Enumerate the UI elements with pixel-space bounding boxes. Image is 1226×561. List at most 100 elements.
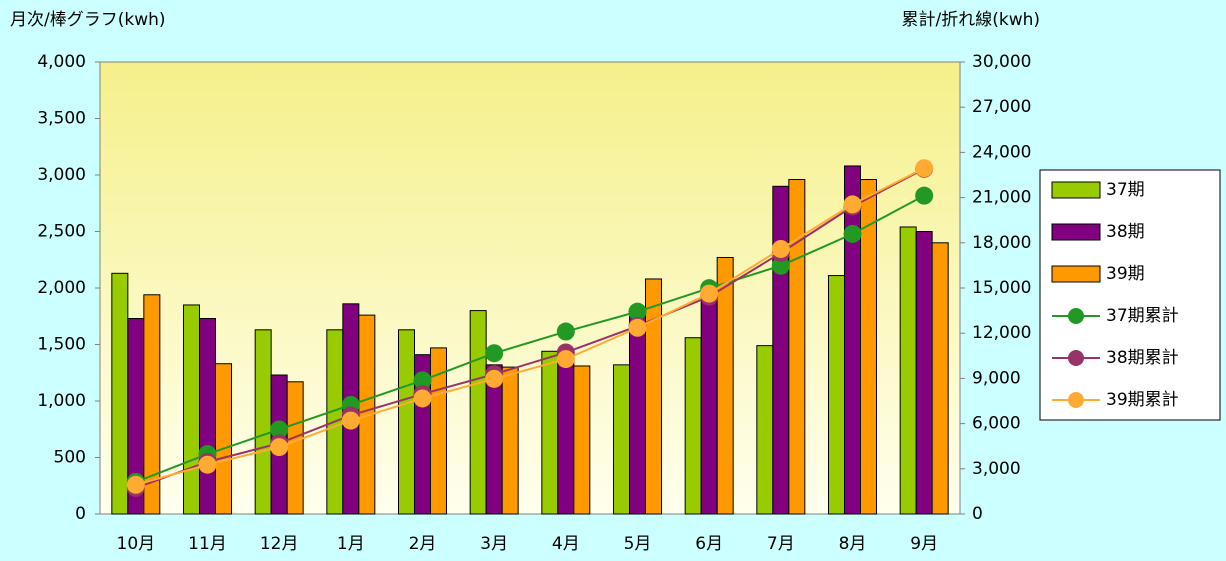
bar — [215, 363, 232, 515]
point — [126, 475, 145, 494]
y2-tick-label: 9,000 — [972, 368, 1021, 388]
plot-area — [99, 61, 961, 515]
bar — [573, 365, 591, 515]
y-axis-label: 月次/棒グラフ(kwh) — [10, 10, 166, 30]
point — [915, 186, 934, 205]
legend-swatch — [1051, 223, 1101, 241]
bar — [915, 231, 933, 515]
y-tick-label: 1,500 — [37, 335, 86, 355]
point — [771, 239, 790, 258]
y2-tick-label: 15,000 — [972, 278, 1031, 298]
x-tick-label: 10月 — [117, 534, 156, 554]
x-tick-label: 3月 — [480, 534, 508, 554]
x-tick-label: 1月 — [337, 534, 365, 554]
y-tick-label: 500 — [54, 448, 86, 468]
legend-marker — [1068, 308, 1084, 324]
point — [771, 256, 790, 275]
point — [556, 350, 575, 369]
line — [135, 194, 925, 483]
bar — [143, 294, 161, 515]
bar — [613, 364, 630, 515]
bar — [716, 256, 734, 515]
bar — [860, 179, 877, 515]
x-tick-label: 11月 — [188, 534, 227, 554]
point — [485, 369, 504, 388]
x-tick-label: 9月 — [910, 534, 938, 554]
point — [270, 438, 289, 457]
legend-marker — [1068, 350, 1084, 366]
x-tick-label: 2月 — [409, 534, 437, 554]
bar — [629, 315, 646, 515]
bar — [756, 345, 774, 515]
bar — [557, 350, 575, 515]
y2-tick-label: 30,000 — [972, 52, 1031, 72]
bar — [684, 337, 702, 515]
legend-label: 39期 — [1106, 264, 1145, 284]
y-tick-label: 4,000 — [37, 52, 86, 72]
point — [556, 322, 575, 341]
legend-label: 39期累計 — [1106, 390, 1179, 410]
legend-label: 38期 — [1106, 222, 1145, 242]
y-tick-label: 1,000 — [37, 391, 86, 411]
x-tick-label: 12月 — [260, 534, 299, 554]
y2-tick-label: 24,000 — [972, 142, 1031, 162]
bar — [398, 329, 415, 515]
point — [341, 411, 360, 430]
bar — [899, 226, 917, 515]
y2-tick-label: 3,000 — [972, 459, 1021, 479]
legend-swatch — [1051, 181, 1101, 199]
legend-marker — [1068, 392, 1084, 408]
point — [270, 420, 289, 439]
bar — [844, 165, 861, 515]
x-tick-label: 4月 — [552, 534, 580, 554]
x-tick-label: 7月 — [767, 534, 795, 554]
point — [628, 302, 647, 321]
bar — [700, 292, 718, 515]
point — [413, 389, 432, 408]
legend-label: 38期累計 — [1106, 348, 1179, 368]
point — [413, 371, 432, 390]
x-tick-label: 5月 — [624, 534, 652, 554]
point — [843, 224, 862, 243]
bar — [199, 318, 216, 515]
point — [485, 344, 504, 363]
point — [628, 318, 647, 337]
line — [135, 167, 925, 489]
legend-label: 37期累計 — [1106, 306, 1179, 326]
legend-swatch — [1051, 265, 1101, 283]
bar — [645, 278, 662, 515]
y-tick-label: 2,000 — [37, 278, 86, 298]
bar — [254, 329, 272, 515]
y-tick-label: 2,500 — [37, 222, 86, 242]
y2-tick-label: 27,000 — [972, 97, 1031, 117]
bar — [501, 366, 519, 515]
line — [135, 167, 925, 486]
bar — [788, 179, 806, 515]
bar — [541, 350, 559, 515]
bar — [183, 304, 200, 515]
y2-axis-label: 累計/折れ線(kwh) — [901, 10, 1040, 30]
x-tick-label: 8月 — [839, 534, 867, 554]
bar — [931, 242, 949, 515]
bar — [286, 381, 304, 515]
y2-tick-label: 18,000 — [972, 233, 1031, 253]
bar — [469, 310, 487, 515]
y2-tick-label: 6,000 — [972, 414, 1021, 434]
bar — [111, 272, 129, 515]
y-tick-label: 3,500 — [37, 109, 86, 129]
y2-tick-label: 0 — [972, 504, 983, 524]
point — [915, 159, 934, 178]
point — [700, 284, 719, 303]
y-tick-label: 3,000 — [37, 165, 86, 185]
point — [198, 455, 217, 474]
point — [843, 195, 862, 214]
x-tick-label: 6月 — [695, 534, 723, 554]
y-tick-label: 0 — [75, 504, 86, 524]
y2-tick-label: 21,000 — [972, 188, 1031, 208]
y2-tick-label: 12,000 — [972, 323, 1031, 343]
legend — [1039, 169, 1221, 421]
bar — [772, 185, 790, 515]
legend-label: 37期 — [1106, 180, 1145, 200]
bar — [828, 275, 845, 515]
